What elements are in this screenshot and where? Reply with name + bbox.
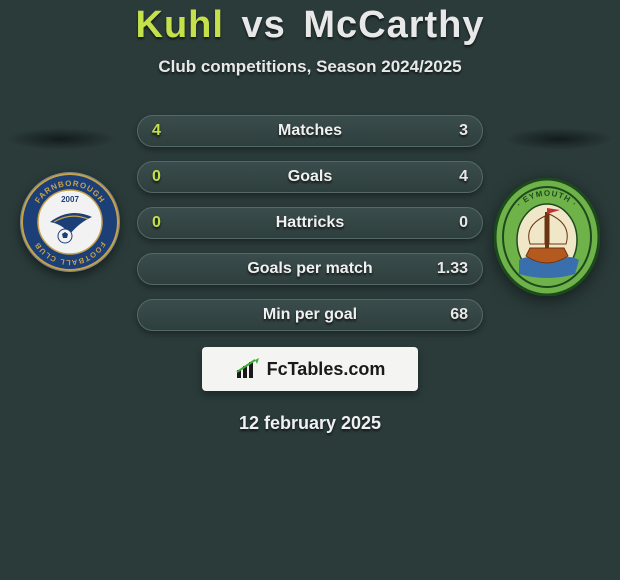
- club-crest-left: 2007 FARNBOROUGH FOOTBALL CLUB: [20, 172, 120, 272]
- ship-crest-icon: · EYMOUTH ·: [494, 178, 600, 296]
- vs-label: vs: [242, 4, 286, 46]
- stat-right-value: 3: [459, 122, 468, 140]
- player2-name: McCarthy: [303, 4, 484, 46]
- brand-chart-icon: [235, 358, 261, 380]
- stat-rows: 4 Matches 3 0 Goals 4 0 Hattricks 0 Goal…: [137, 115, 483, 331]
- stat-left-value: 0: [152, 168, 161, 186]
- brand-box: FcTables.com: [202, 347, 418, 391]
- stat-right-value: 68: [450, 306, 468, 324]
- player1-name: Kuhl: [136, 4, 224, 46]
- player2-shadow: [504, 128, 614, 150]
- page-title: Kuhl vs McCarthy: [0, 4, 620, 47]
- comparison-card: Kuhl vs McCarthy Club competitions, Seas…: [0, 0, 620, 434]
- stat-right-value: 4: [459, 168, 468, 186]
- club-crest-right: · EYMOUTH ·: [494, 178, 600, 296]
- svg-text:2007: 2007: [61, 195, 79, 204]
- brand-text: FcTables.com: [267, 359, 386, 380]
- stat-label: Hattricks: [276, 214, 344, 232]
- stat-row: Min per goal 68: [137, 299, 483, 331]
- subtitle: Club competitions, Season 2024/2025: [0, 57, 620, 77]
- stat-right-value: 1.33: [437, 260, 468, 278]
- stat-label: Min per goal: [263, 306, 357, 324]
- stat-label: Goals: [288, 168, 332, 186]
- stat-row: Goals per match 1.33: [137, 253, 483, 285]
- stat-right-value: 0: [459, 214, 468, 232]
- player1-shadow: [6, 128, 116, 150]
- stat-row: 0 Goals 4: [137, 161, 483, 193]
- stat-row: 4 Matches 3: [137, 115, 483, 147]
- stat-label: Goals per match: [247, 260, 372, 278]
- stat-label: Matches: [278, 122, 342, 140]
- stat-row: 0 Hattricks 0: [137, 207, 483, 239]
- date-label: 12 february 2025: [0, 413, 620, 434]
- stat-left-value: 0: [152, 214, 161, 232]
- farnborough-crest-icon: 2007 FARNBOROUGH FOOTBALL CLUB: [20, 172, 120, 272]
- stat-left-value: 4: [152, 122, 161, 140]
